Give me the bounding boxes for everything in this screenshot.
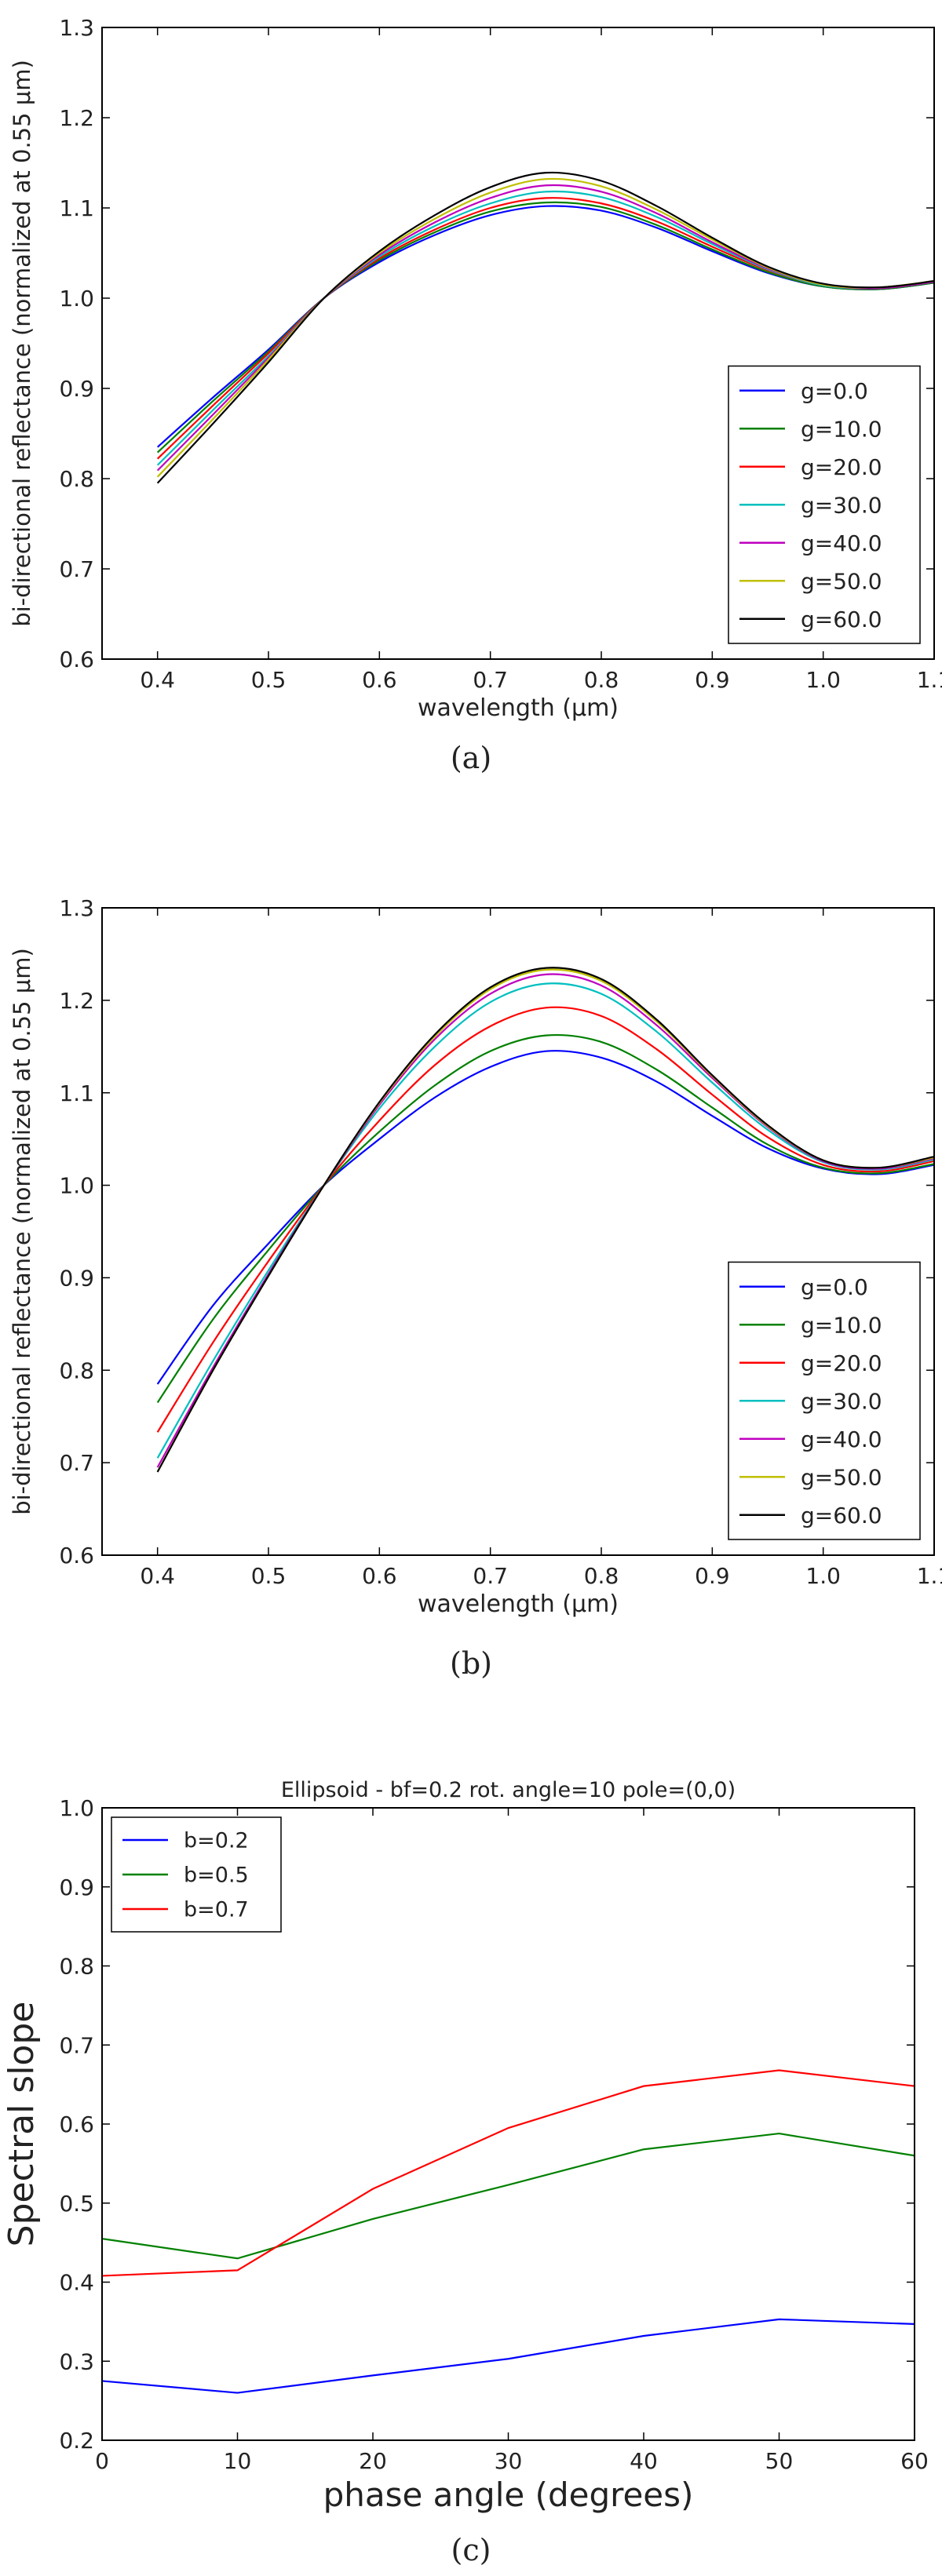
series-line-g-10-0 — [156, 1033, 934, 1404]
y-tick-label: 1.0 — [59, 1795, 94, 1821]
x-tick-label: 30 — [495, 2448, 523, 2474]
x-tick-label: 0.5 — [251, 667, 287, 693]
legend-entry: g=30.0 — [801, 492, 882, 518]
y-tick-label: 0.8 — [59, 1357, 94, 1383]
x-tick-label: 0.9 — [695, 667, 730, 693]
series-line-b-0-2 — [102, 2318, 915, 2394]
legend-entry: b=0.2 — [184, 1829, 249, 1853]
series-line-g-0-0 — [156, 1050, 934, 1385]
series-line-g-60-0 — [156, 171, 934, 484]
y-tick-label: 1.3 — [59, 895, 94, 921]
y-tick-label: 0.6 — [59, 1543, 94, 1569]
legend-entry: b=0.5 — [184, 1864, 249, 1888]
legend: b=0.2 b=0.5 b=0.7 — [111, 1816, 282, 1933]
spectral-slope-chart-c: Ellipsoid - bf=0.2 rot. angle=10 pole=(0… — [2, 1778, 929, 2514]
x-tick-label: 0.6 — [362, 667, 397, 693]
y-tick-label: 0.7 — [59, 2032, 94, 2058]
reflectance-chart-a: 0.4 0.5 0.6 0.7 0.8 0.9 1.0 1.1 0.6 0.7 0.8 0.9 1.0 1… — [9, 15, 942, 722]
y-tick-label: 0.6 — [59, 2111, 94, 2137]
legend-entry: g=20.0 — [801, 1350, 882, 1376]
caption-b: (b) — [450, 1646, 492, 1681]
legend-entry: g=20.0 — [801, 454, 882, 480]
plot-frame — [101, 27, 935, 660]
chart-panel-c: Ellipsoid - bf=0.2 rot. angle=10 pole=(0… — [0, 1765, 942, 2576]
x-tick-label: 0 — [95, 2448, 109, 2474]
x-tick-label: 1.0 — [805, 667, 841, 693]
legend-entry: g=60.0 — [801, 607, 882, 632]
y-tick-label: 0.3 — [59, 2348, 94, 2374]
series-line-g-20-0 — [156, 1006, 934, 1433]
x-tick-label: 0.7 — [473, 1563, 508, 1589]
caption-a: (a) — [450, 741, 492, 775]
x-tick-label: 0.6 — [362, 1563, 397, 1589]
y-tick-label: 1.2 — [59, 988, 94, 1014]
y-axis-label: Spectral slope — [2, 2002, 42, 2247]
x-tick-label: 0.8 — [584, 667, 619, 693]
y-tick-label: 0.5 — [59, 2191, 94, 2217]
series-line-g-10-0 — [156, 201, 934, 454]
x-tick-label: 0.7 — [473, 667, 508, 693]
legend-entry: g=60.0 — [801, 1503, 882, 1528]
x-tick-label: 10 — [224, 2448, 252, 2474]
legend: g=0.0 g=10.0 g=20.0 g=30.0 g=40.0 g=50.0 g=60.… — [728, 365, 921, 644]
x-axis-label: phase angle (degrees) — [323, 2476, 694, 2514]
y-tick-label: 1.3 — [59, 15, 94, 41]
legend-entry: b=0.7 — [184, 1898, 249, 1922]
legend-entry: g=40.0 — [801, 1426, 882, 1452]
legend-entry: g=50.0 — [801, 1464, 882, 1490]
y-tick-label: 1.1 — [59, 1080, 94, 1106]
x-tick-label: 60 — [900, 2448, 929, 2474]
series-line-g-60-0 — [156, 967, 934, 1473]
reflectance-chart-b: 0.4 0.5 0.6 0.7 0.8 0.9 1.0 1.1 0.6 0.7 0.8 0.9 1.0 1… — [9, 895, 942, 1618]
caption-c: (c) — [451, 2533, 491, 2567]
legend-entry: g=40.0 — [801, 530, 882, 556]
series-line-g-30-0 — [156, 190, 934, 466]
legend-entry: g=10.0 — [801, 416, 882, 442]
chart-panel-a: 0.4 0.5 0.6 0.7 0.8 0.9 1.0 1.1 0.6 0.7 0.8 0.9 1.0 1… — [0, 0, 942, 792]
x-tick-label: 40 — [630, 2448, 658, 2474]
chart-panel-b: 0.4 0.5 0.6 0.7 0.8 0.9 1.0 1.1 0.6 0.7 0.8 0.9 1.0 1… — [0, 871, 942, 1695]
x-tick-label: 0.8 — [584, 1563, 619, 1589]
x-tick-label: 0.9 — [695, 1563, 730, 1589]
series-line-g-30-0 — [156, 982, 934, 1459]
series-line-b-0-5 — [102, 2132, 915, 2260]
x-axis-label: wavelength (μm) — [418, 694, 619, 722]
x-tick-label: 0.4 — [140, 1563, 175, 1589]
y-tick-label: 0.8 — [59, 1954, 94, 1980]
x-axis-label: wavelength (μm) — [418, 1590, 619, 1618]
x-tick-label: 20 — [359, 2448, 387, 2474]
series-line-b-0-7 — [102, 2069, 915, 2277]
legend: g=0.0 g=10.0 g=20.0 g=30.0 g=40.0 g=50.0 g=60.… — [728, 1261, 921, 1540]
y-tick-label: 1.2 — [59, 105, 94, 131]
y-tick-label: 0.9 — [59, 376, 94, 402]
y-tick-label: 0.2 — [59, 2428, 94, 2454]
y-tick-label: 0.9 — [59, 1266, 94, 1292]
legend-entry: g=50.0 — [801, 568, 882, 594]
y-tick-label: 0.4 — [59, 2270, 94, 2296]
legend-entry: g=30.0 — [801, 1388, 882, 1414]
y-axis-label: bi-directional reflectance (normalized a… — [9, 60, 35, 627]
plot-frame — [101, 907, 935, 1556]
series-line-g-50-0 — [156, 177, 934, 478]
legend-entry: g=0.0 — [801, 378, 868, 404]
x-tick-label: 0.5 — [251, 1563, 287, 1589]
y-tick-label: 0.9 — [59, 1875, 94, 1900]
y-tick-label: 1.0 — [59, 286, 94, 312]
x-tick-label: 50 — [765, 2448, 794, 2474]
y-tick-label: 0.8 — [59, 466, 94, 492]
x-tick-label: 0.4 — [140, 667, 175, 693]
y-tick-label: 0.6 — [59, 647, 94, 672]
x-tick-label: 1.0 — [805, 1563, 841, 1589]
y-tick-label: 1.1 — [59, 195, 94, 221]
x-tick-label: 1.1 — [917, 667, 942, 693]
y-tick-label: 0.7 — [59, 556, 94, 582]
legend-entry: g=10.0 — [801, 1312, 882, 1338]
y-tick-label: 1.0 — [59, 1173, 94, 1199]
legend-entry: g=0.0 — [801, 1274, 868, 1300]
y-tick-label: 0.7 — [59, 1450, 94, 1476]
chart-title: Ellipsoid - bf=0.2 rot. angle=10 pole=(0… — [281, 1778, 736, 1802]
x-tick-label: 1.1 — [917, 1563, 942, 1589]
y-axis-label: bi-directional reflectance (normalized a… — [9, 948, 35, 1515]
